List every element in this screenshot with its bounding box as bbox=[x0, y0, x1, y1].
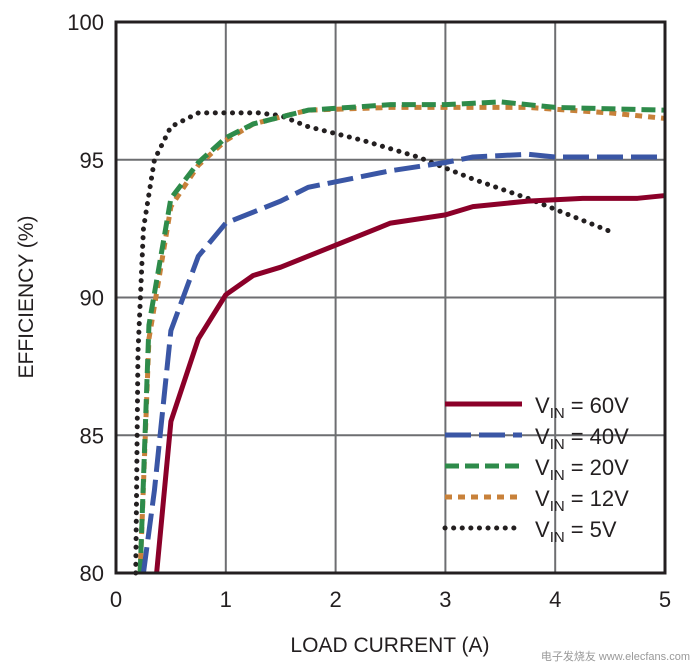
y-axis-label: EFFICIENCY (%) bbox=[15, 216, 38, 379]
x-ticks: 0 1 2 3 4 5 bbox=[110, 587, 671, 612]
y-tick-label: 95 bbox=[80, 148, 104, 173]
y-tick-label: 85 bbox=[80, 423, 104, 448]
y-tick-label: 100 bbox=[67, 10, 104, 35]
series-line-40V bbox=[140, 151, 665, 574]
y-tick-label: 90 bbox=[80, 286, 104, 311]
series-line-60V bbox=[154, 193, 666, 574]
series-line-5V bbox=[133, 110, 613, 576]
y-tick-label: 80 bbox=[80, 561, 104, 586]
legend-label-40V: VIN = 40V bbox=[535, 424, 629, 453]
legend-label-60V: VIN = 60V bbox=[535, 393, 629, 422]
series-line-20V bbox=[137, 99, 666, 574]
x-tick-label: 1 bbox=[220, 587, 232, 612]
x-tick-label: 4 bbox=[549, 587, 561, 612]
legend-label-5V: VIN = 5V bbox=[535, 517, 617, 546]
y-ticks: 80 85 90 95 100 bbox=[67, 10, 104, 586]
x-tick-label: 2 bbox=[329, 587, 341, 612]
x-tick-label: 3 bbox=[439, 587, 451, 612]
series-group bbox=[133, 99, 666, 576]
legend-label-12V: VIN = 12V bbox=[535, 486, 629, 515]
legend-label-20V: VIN = 20V bbox=[535, 455, 629, 484]
plot-frame bbox=[114, 20, 667, 575]
x-tick-label: 5 bbox=[659, 587, 671, 612]
x-tick-label: 0 bbox=[110, 587, 122, 612]
x-axis-label: LOAD CURRENT (A) bbox=[290, 634, 489, 657]
watermark: 电子发烧友 www.elecfans.com bbox=[541, 649, 690, 663]
